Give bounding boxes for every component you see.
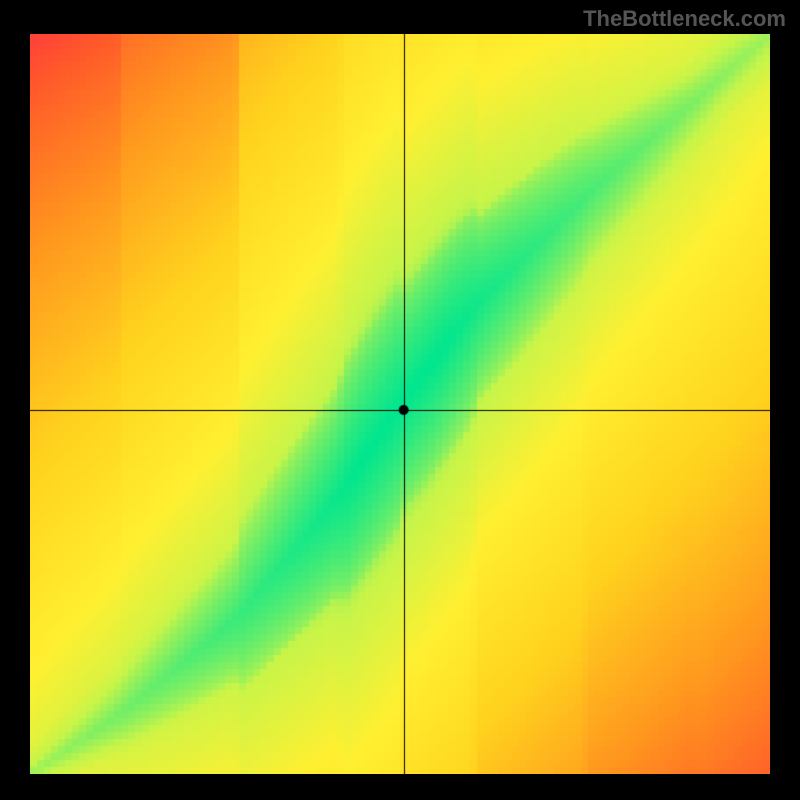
watermark-text: TheBottleneck.com bbox=[583, 6, 786, 32]
heatmap-canvas bbox=[30, 34, 770, 774]
heatmap-plot bbox=[30, 34, 770, 774]
